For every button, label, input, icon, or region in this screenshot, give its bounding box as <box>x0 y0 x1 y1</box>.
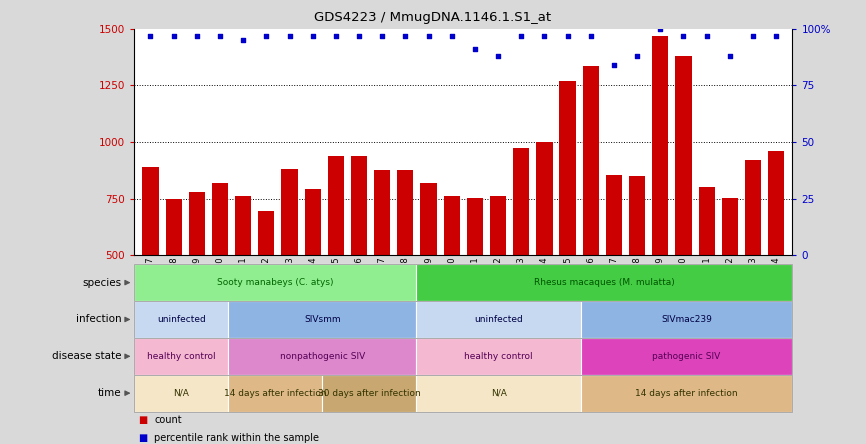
Text: time: time <box>98 388 121 398</box>
Point <box>282 32 296 39</box>
Bar <box>536 142 553 369</box>
Text: count: count <box>154 416 182 425</box>
Point <box>746 32 760 39</box>
Point <box>445 32 459 39</box>
Point <box>700 32 714 39</box>
Point <box>213 32 227 39</box>
Text: pathogenic SIV: pathogenic SIV <box>652 352 721 361</box>
Bar <box>142 167 158 369</box>
Bar <box>675 56 692 369</box>
Point <box>144 32 158 39</box>
Bar <box>514 148 529 369</box>
Bar <box>699 187 714 369</box>
Text: nonpathogenic SIV: nonpathogenic SIV <box>280 352 365 361</box>
Bar <box>258 211 275 369</box>
Bar <box>235 196 251 369</box>
Bar <box>443 196 460 369</box>
Bar <box>559 81 576 369</box>
Text: disease state: disease state <box>52 351 121 361</box>
Text: Rhesus macaques (M. mulatta): Rhesus macaques (M. mulatta) <box>534 278 675 287</box>
Point <box>607 62 621 69</box>
Text: species: species <box>82 278 121 288</box>
Bar <box>606 175 622 369</box>
Text: SIVmac239: SIVmac239 <box>661 315 712 324</box>
Point <box>422 32 436 39</box>
Point <box>769 32 783 39</box>
Text: GDS4223 / MmugDNA.1146.1.S1_at: GDS4223 / MmugDNA.1146.1.S1_at <box>314 11 552 24</box>
Point <box>375 32 389 39</box>
Bar <box>745 160 761 369</box>
Text: 14 days after infection: 14 days after infection <box>636 388 738 398</box>
Bar <box>189 192 205 369</box>
Point <box>260 32 274 39</box>
Bar <box>420 183 436 369</box>
Point <box>653 25 667 32</box>
Bar <box>397 170 413 369</box>
Bar <box>212 183 228 369</box>
Point <box>584 32 598 39</box>
Bar <box>768 151 785 369</box>
Point <box>723 52 737 59</box>
Point <box>352 32 366 39</box>
Text: 14 days after infection: 14 days after infection <box>224 388 326 398</box>
Text: uninfected: uninfected <box>157 315 205 324</box>
Point <box>306 32 320 39</box>
Point <box>329 32 343 39</box>
Point <box>190 32 204 39</box>
Point <box>398 32 412 39</box>
Point <box>560 32 574 39</box>
Text: infection: infection <box>75 314 121 325</box>
Text: healthy control: healthy control <box>464 352 533 361</box>
Text: N/A: N/A <box>491 388 507 398</box>
Bar <box>327 156 344 369</box>
Point <box>166 32 180 39</box>
Bar <box>281 169 298 369</box>
Text: N/A: N/A <box>173 388 189 398</box>
Text: SIVsmm: SIVsmm <box>304 315 340 324</box>
Point <box>630 52 644 59</box>
Bar <box>652 36 669 369</box>
Bar <box>305 189 320 369</box>
Bar <box>467 198 483 369</box>
Point <box>236 36 250 44</box>
Text: ■: ■ <box>139 416 148 425</box>
Bar <box>165 199 182 369</box>
Text: healthy control: healthy control <box>147 352 216 361</box>
Bar <box>629 176 645 369</box>
Bar <box>583 66 599 369</box>
Text: ■: ■ <box>139 433 148 443</box>
Text: uninfected: uninfected <box>475 315 523 324</box>
Bar <box>721 198 738 369</box>
Bar <box>374 170 391 369</box>
Bar <box>490 196 507 369</box>
Point <box>514 32 528 39</box>
Point <box>491 52 505 59</box>
Text: percentile rank within the sample: percentile rank within the sample <box>154 433 320 443</box>
Point <box>538 32 552 39</box>
Point <box>468 46 481 53</box>
Text: 30 days after infection: 30 days after infection <box>318 388 421 398</box>
Point <box>676 32 690 39</box>
Bar <box>351 156 367 369</box>
Text: Sooty manabeys (C. atys): Sooty manabeys (C. atys) <box>217 278 333 287</box>
